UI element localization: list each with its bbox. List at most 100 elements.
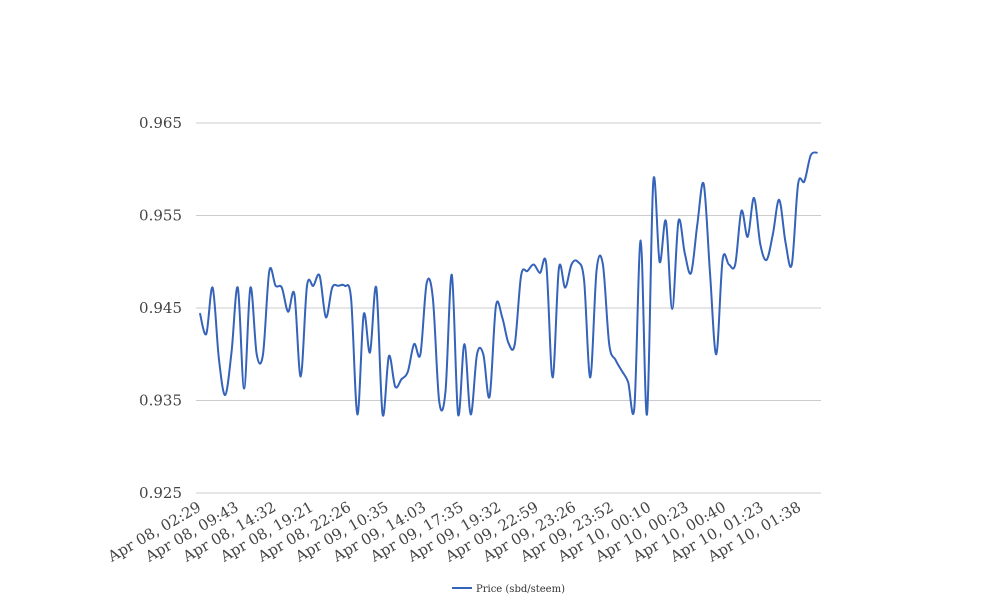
data-point: [558, 267, 560, 270]
data-point: [696, 223, 699, 225]
data-point: [797, 183, 799, 185]
data-point: [639, 239, 642, 242]
data-point: [400, 378, 403, 381]
data-point: [728, 263, 730, 266]
data-point: [564, 286, 566, 289]
data-point: [803, 180, 806, 183]
y-axis: 0.925 0.935 0.945 0.955 0.965: [139, 114, 182, 502]
data-point: [255, 353, 258, 356]
data-point: [658, 261, 661, 263]
data-point: [652, 180, 655, 183]
data-point: [539, 272, 541, 274]
data-point: [388, 355, 390, 357]
data-point: [665, 220, 667, 222]
data-point: [545, 263, 548, 266]
data-point: [816, 151, 818, 154]
data-point: [325, 316, 327, 319]
data-point: [765, 259, 768, 261]
data-point: [507, 342, 510, 344]
data-point: [778, 199, 780, 201]
data-point: [249, 286, 252, 289]
data-point: [809, 154, 812, 157]
data-point: [469, 413, 472, 416]
data-point: [709, 272, 711, 274]
data-point: [281, 286, 283, 289]
data-point: [237, 286, 239, 289]
data-point: [306, 285, 308, 287]
data-point: [633, 406, 636, 408]
data-point: [602, 263, 604, 266]
data-point: [690, 272, 692, 274]
legend-label: Price (sbd/steem): [476, 584, 565, 595]
data-point: [784, 241, 787, 244]
data-point: [312, 285, 315, 287]
data-point: [318, 274, 321, 277]
data-point: [362, 313, 365, 316]
data-point: [337, 285, 340, 287]
data-point: [457, 413, 459, 416]
data-point: [356, 413, 359, 416]
gridlines: [196, 122, 821, 494]
data-point: [224, 394, 226, 396]
data-point: [444, 390, 447, 393]
data-point: [608, 343, 610, 345]
legend[interactable]: Price (sbd/steem): [452, 584, 565, 595]
data-point: [551, 376, 554, 379]
y-tick-label: 0.925: [139, 484, 182, 502]
data-point: [350, 298, 352, 300]
data-point: [463, 343, 466, 345]
data-point: [684, 252, 686, 255]
series-line-price: [199, 151, 818, 417]
data-point: [262, 353, 264, 356]
data-point: [501, 316, 504, 319]
y-tick-label: 0.965: [139, 114, 182, 132]
data-point: [425, 282, 428, 284]
data-point: [677, 220, 680, 222]
data-point: [299, 375, 302, 378]
data-point: [589, 376, 592, 379]
data-point: [394, 385, 397, 388]
data-point: [287, 310, 289, 313]
data-point: [274, 285, 277, 287]
y-tick-label: 0.935: [139, 392, 182, 410]
data-point: [243, 387, 245, 390]
data-point: [570, 263, 573, 266]
data-point: [199, 312, 201, 315]
data-point: [772, 233, 774, 235]
data-point: [482, 353, 485, 356]
data-point: [205, 333, 208, 335]
data-point: [218, 358, 220, 360]
data-point: [621, 370, 623, 372]
data-point: [627, 381, 629, 383]
series-group: [199, 151, 818, 417]
data-point: [438, 400, 441, 403]
data-point: [211, 286, 214, 289]
y-tick-label: 0.955: [139, 207, 182, 225]
data-point: [740, 210, 743, 212]
data-point: [595, 269, 598, 271]
data-point: [381, 413, 384, 416]
data-point: [702, 183, 705, 185]
data-point: [614, 359, 617, 361]
data-point: [526, 270, 529, 272]
data-point: [413, 343, 415, 345]
data-point: [476, 353, 478, 356]
data-point: [407, 371, 409, 373]
data-point: [746, 236, 749, 238]
data-point: [715, 353, 718, 356]
data-point: [495, 305, 497, 307]
data-point: [488, 396, 491, 398]
data-point: [759, 243, 762, 245]
data-point: [753, 197, 755, 199]
data-point: [646, 413, 648, 416]
y-tick-label: 0.945: [139, 299, 182, 317]
data-point: [721, 259, 724, 261]
data-point: [375, 286, 378, 289]
data-point: [451, 273, 453, 276]
data-point: [268, 270, 271, 272]
data-point: [577, 261, 579, 263]
data-point: [791, 263, 793, 266]
data-point: [419, 353, 422, 356]
